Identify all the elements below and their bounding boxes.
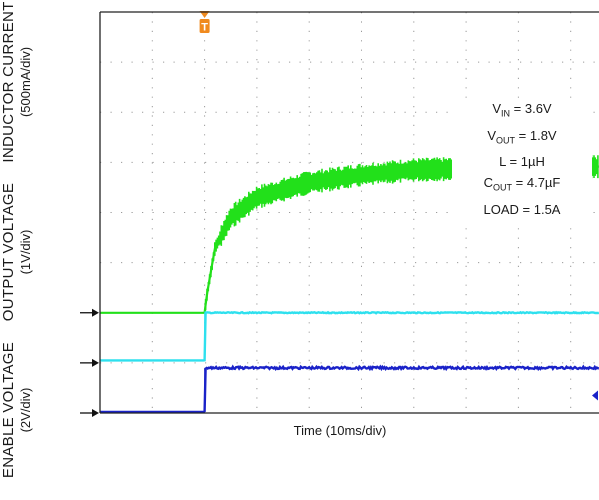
trigger-marker-arrow	[199, 11, 210, 18]
x-axis-label: Time (10ms/div)	[293, 423, 387, 438]
ground-marker-arrow	[92, 409, 99, 417]
test-conditions: VIN = 3.6V VOUT = 1.8V L = 1µH COUT = 4.…	[452, 98, 592, 220]
ground-marker-arrow	[92, 308, 99, 317]
vout-condition: VOUT = 1.8V	[487, 127, 557, 146]
channel-markers: T	[80, 11, 598, 417]
trigger-marker-box	[199, 19, 210, 33]
vin-condition: VIN = 3.6V	[492, 101, 552, 119]
inductor-current-axis-label: INDUCTOR CURRENT (500mA/div)	[0, 0, 36, 172]
output-voltage-axis-label: OUTPUT VOLTAGE (1V/div)	[0, 162, 36, 342]
inductance-condition: L = 1µH	[499, 154, 545, 170]
inductor-current-scale: (500mA/div)	[18, 46, 33, 118]
cout-condition: COUT = 4.7µF	[483, 175, 561, 193]
enable-voltage-trace	[100, 364, 599, 414]
plot-frame	[99, 11, 599, 414]
grid	[100, 12, 599, 413]
enable-voltage-scale: (2V/div)	[18, 387, 33, 433]
channel-level-marker	[592, 390, 598, 401]
load-condition: LOAD = 1.5A	[483, 201, 561, 217]
inductor-current-label: INDUCTOR CURRENT	[0, 1, 17, 163]
output-voltage-label: OUTPUT VOLTAGE	[0, 182, 17, 322]
trigger-marker-label: T	[201, 22, 208, 34]
enable-voltage-axis-label: ENABLE VOLTAGE (2V/div)	[0, 320, 36, 500]
ground-marker-arrow	[92, 358, 99, 367]
output-voltage-trace	[100, 310, 599, 362]
output-voltage-scale: (1V/div)	[18, 229, 33, 275]
enable-voltage-label: ENABLE VOLTAGE	[0, 341, 17, 479]
